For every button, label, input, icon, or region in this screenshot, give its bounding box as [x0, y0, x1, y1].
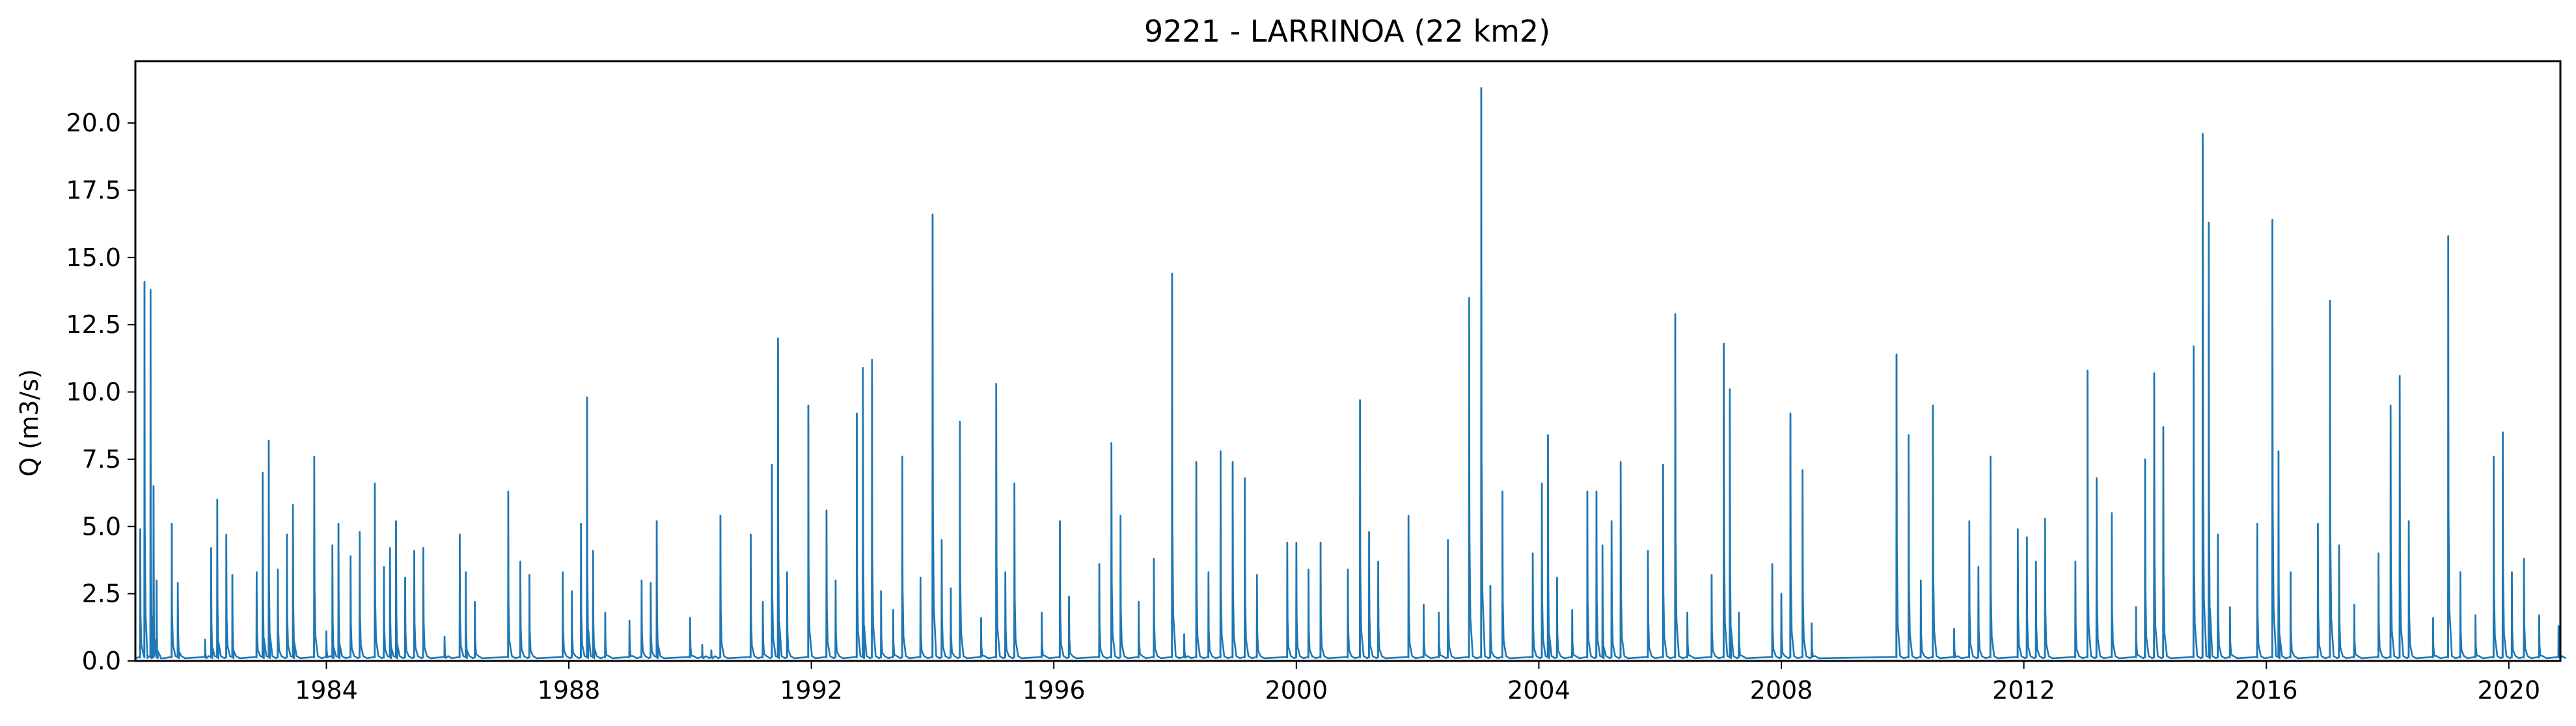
x-tick-label: 1992 — [780, 676, 843, 705]
y-axis-label: Q (m3/s) — [15, 369, 44, 476]
y-tick-label: 5.0 — [82, 512, 121, 541]
series-line-0 — [135, 87, 2567, 660]
y-tick-label: 17.5 — [66, 176, 121, 204]
y-tick-label: 0.0 — [82, 647, 121, 675]
plot-area — [135, 87, 2567, 660]
x-tick-label: 2020 — [2477, 676, 2540, 705]
x-tick-label: 1984 — [295, 676, 358, 705]
x-axis: 1984 1988 1992 1996 2000 2004 2008 2012 2016 2020 — [295, 661, 2540, 705]
y-tick-label: 2.5 — [82, 580, 121, 608]
y-tick-label: 15.0 — [66, 243, 121, 272]
x-tick-label: 1996 — [1022, 676, 1086, 705]
x-tick-label: 2012 — [1992, 676, 2055, 705]
x-tick-label: 2000 — [1265, 676, 1328, 705]
x-tick-label: 1988 — [538, 676, 601, 705]
x-tick-label: 2008 — [1750, 676, 1813, 705]
y-axis: 0.0 2.5 5.0 7.5 10.0 12.5 15.0 17.5 20.0 — [66, 109, 135, 675]
x-tick-label: 2016 — [2235, 676, 2298, 705]
chart-title: 9221 - LARRINOA (22 km2) — [1144, 14, 1550, 49]
x-tick-label: 2004 — [1507, 676, 1570, 705]
y-tick-label: 10.0 — [66, 378, 121, 407]
y-tick-label: 20.0 — [66, 109, 121, 137]
y-tick-label: 7.5 — [82, 445, 121, 474]
y-tick-label: 12.5 — [66, 310, 121, 339]
plot-frame — [134, 60, 2562, 662]
